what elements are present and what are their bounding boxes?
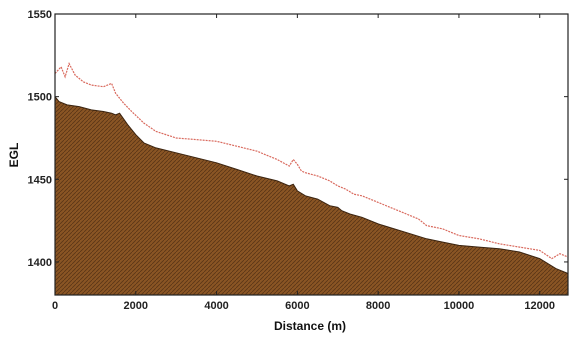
x-tick-label: 10000 bbox=[444, 300, 475, 312]
x-tick-label: 2000 bbox=[124, 300, 148, 312]
plot-layer bbox=[54, 62, 569, 296]
y-tick-label: 1500 bbox=[28, 92, 52, 104]
ground-profile-area bbox=[54, 95, 569, 296]
y-tick-label: 1550 bbox=[28, 9, 52, 21]
y-tick-label: 1400 bbox=[28, 257, 52, 269]
x-tick-label: 0 bbox=[52, 300, 58, 312]
plot-frame bbox=[54, 13, 569, 296]
x-tick-label: 8000 bbox=[366, 300, 390, 312]
y-tick-label: 1450 bbox=[28, 174, 52, 186]
x-axis-label: Distance (m) bbox=[274, 319, 346, 333]
egl-line bbox=[54, 62, 569, 260]
y-axis-label: EGL bbox=[7, 143, 21, 168]
axes-layer: 0 2000 4000 6000 8000 10000 12000 1400 1450 1500 1… bbox=[28, 9, 569, 312]
x-tick-label: 4000 bbox=[204, 300, 228, 312]
x-tick-label: 12000 bbox=[524, 300, 555, 312]
x-tick-label: 6000 bbox=[285, 300, 309, 312]
